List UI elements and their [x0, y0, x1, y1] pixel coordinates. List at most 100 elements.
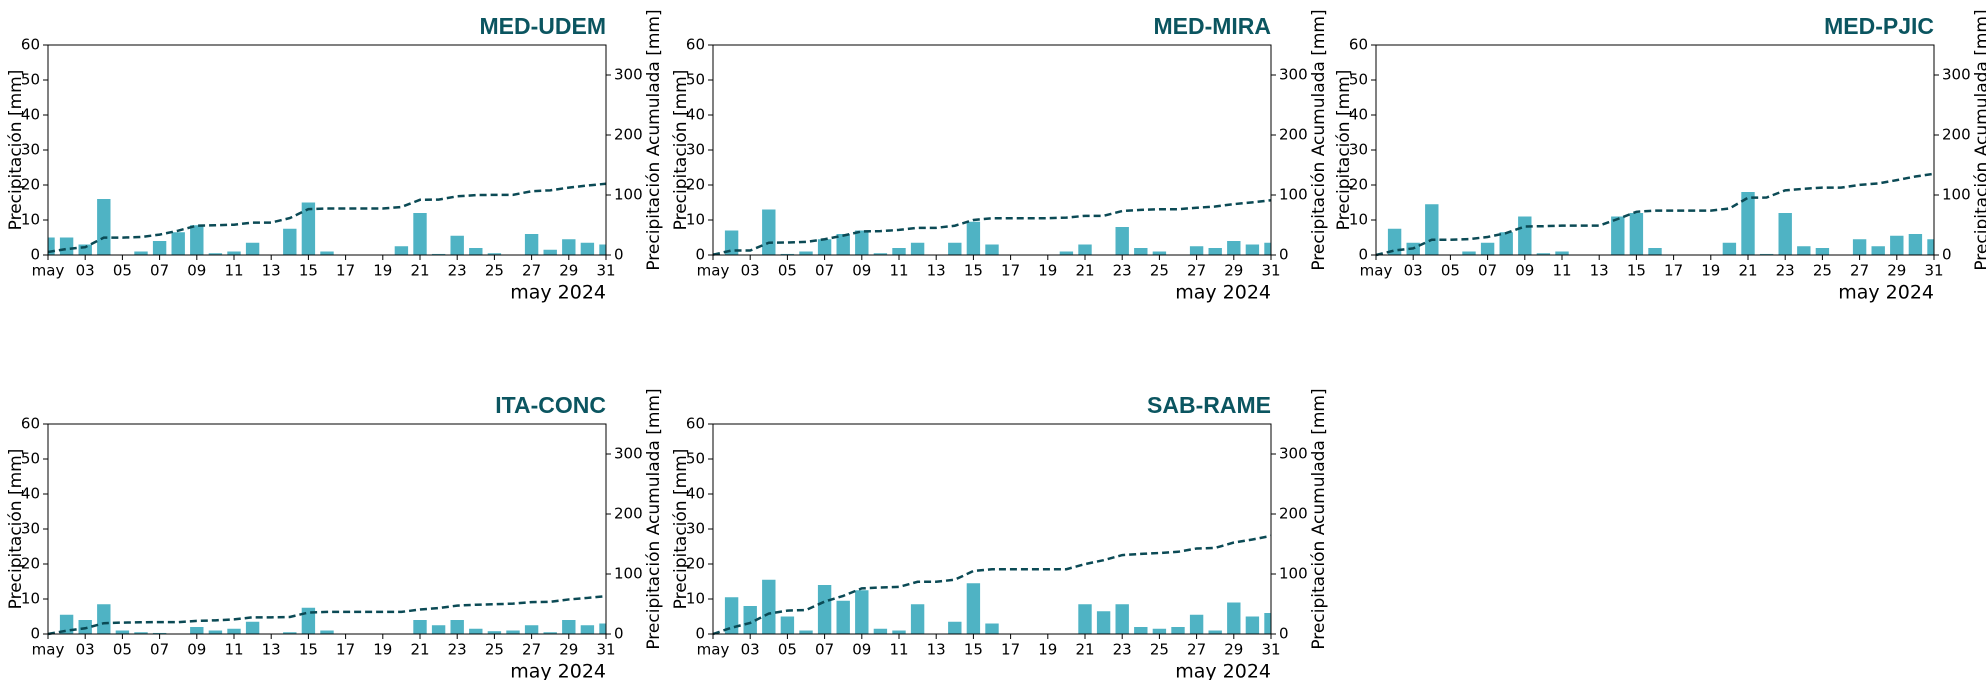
bar: [762, 579, 776, 634]
x-tick-label: 21: [1075, 641, 1094, 659]
y2-axis-label: Precipitación Acumulada [mm]: [1309, 388, 1329, 649]
bar: [799, 630, 813, 634]
x-axis-label: may 2024: [1175, 661, 1271, 680]
x-tick-label: 17: [1664, 262, 1683, 280]
bar: [524, 234, 539, 255]
plot-frame: [47, 44, 607, 256]
y2-tick-label: 300: [1279, 445, 1308, 463]
bar: [543, 632, 557, 634]
bar: [283, 228, 297, 255]
x-tick-label: 29: [559, 641, 578, 659]
plot-area: [48, 199, 606, 255]
x-tick-label: 05: [778, 641, 797, 659]
x-tick-label: 27: [522, 262, 541, 280]
bar: [190, 627, 204, 634]
bar: [1152, 628, 1167, 634]
y-tick-label: 40: [21, 485, 40, 503]
bar: [948, 242, 962, 255]
bar: [1462, 251, 1476, 255]
x-tick-label: 27: [1850, 262, 1869, 280]
y2-axis-label: Precipitación Acumulada [mm]: [644, 388, 664, 649]
bar: [1264, 242, 1271, 255]
y2-tick-label: 200: [1279, 126, 1308, 144]
x-tick-label: may: [697, 641, 730, 659]
y-axis-label: Precipitación [mm]: [671, 449, 691, 610]
y-tick-label: 30: [686, 141, 705, 159]
bar: [966, 583, 981, 634]
chart-title: MED-PJIC: [1824, 13, 1934, 39]
x-tick-label: 09: [852, 641, 871, 659]
bar: [1387, 228, 1402, 255]
y2-axis-label: Precipitación Acumulada [mm]: [1309, 9, 1329, 270]
y-tick-label: 10: [686, 590, 705, 608]
bar: [469, 248, 483, 255]
x-tick-label: 15: [299, 262, 318, 280]
bar: [855, 230, 869, 255]
x-tick-label: 11: [224, 262, 243, 280]
x-tick-label: 07: [1478, 262, 1497, 280]
bar: [413, 620, 427, 634]
bar: [1059, 251, 1074, 255]
y-axis-label: Precipitación [mm]: [6, 70, 26, 231]
bar: [1871, 246, 1885, 255]
bar: [283, 632, 297, 634]
bar: [152, 632, 167, 634]
bar: [580, 625, 595, 634]
y-tick-label: 50: [686, 71, 705, 89]
bar: [1189, 246, 1204, 255]
y2-axis-label: Precipitación Acumulada [mm]: [644, 9, 664, 270]
y2-tick-label: 0: [1942, 246, 1952, 264]
bar: [431, 253, 446, 255]
x-tick-label: 19: [1038, 262, 1057, 280]
y2-tick-label: 200: [614, 126, 643, 144]
y-tick-label: 40: [1349, 106, 1368, 124]
plot-frame: [1375, 44, 1935, 256]
x-tick-label: 25: [485, 641, 504, 659]
x-tick-label: 07: [150, 641, 169, 659]
y-tick-label: 60: [686, 415, 705, 433]
bar: [320, 251, 334, 255]
x-tick-label: 03: [741, 262, 760, 280]
x-tick-label: 13: [1590, 262, 1609, 280]
bar: [431, 625, 446, 634]
y-tick-label: 10: [21, 211, 40, 229]
bar: [1264, 613, 1271, 634]
bar: [873, 628, 888, 634]
y2-tick-label: 200: [1279, 505, 1308, 523]
y-tick-label: 40: [686, 485, 705, 503]
y-tick-label: 50: [21, 71, 40, 89]
bar: [59, 237, 74, 255]
x-tick-label: 03: [76, 262, 95, 280]
x-tick-label: 05: [1441, 262, 1460, 280]
bar: [836, 234, 850, 255]
bar: [1078, 604, 1092, 634]
x-tick-label: 29: [1224, 641, 1243, 659]
bar: [836, 600, 850, 634]
chart: ITA-CONC may 2024 Precipitación [mm] Precip…: [6, 388, 664, 680]
y2-tick-label: 0: [1279, 246, 1289, 264]
plot-area: [724, 579, 1271, 634]
bar: [543, 249, 557, 255]
bar: [115, 630, 130, 634]
bar: [97, 199, 111, 255]
x-tick-label: 21: [1075, 262, 1094, 280]
bar: [208, 253, 223, 255]
y-tick-label: 40: [21, 106, 40, 124]
y2-tick-label: 100: [614, 186, 643, 204]
bar: [1096, 611, 1111, 634]
bar: [743, 606, 757, 634]
y2-tick-label: 100: [1279, 186, 1308, 204]
bar: [1115, 604, 1129, 634]
x-tick-label: 21: [1738, 262, 1757, 280]
x-tick-label: 09: [1515, 262, 1534, 280]
bar: [966, 221, 981, 255]
x-tick-label: 25: [485, 262, 504, 280]
bar: [134, 251, 148, 255]
x-tick-label: 15: [964, 641, 983, 659]
x-tick-label: 13: [262, 641, 281, 659]
y-tick-label: 10: [1349, 211, 1368, 229]
bar: [171, 232, 185, 255]
y-tick-label: 20: [21, 555, 40, 573]
bar: [724, 230, 739, 255]
